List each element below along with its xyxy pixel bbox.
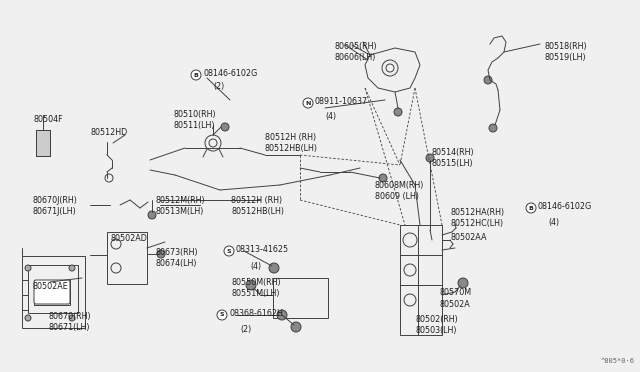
Text: 80512H (RH): 80512H (RH) (231, 196, 282, 205)
Circle shape (458, 278, 468, 288)
Circle shape (484, 76, 492, 84)
Text: 08146-6102G: 08146-6102G (538, 202, 592, 211)
Text: 80671J(LH): 80671J(LH) (32, 207, 76, 216)
Text: 08313-41625: 08313-41625 (236, 245, 289, 254)
Text: 80512HD: 80512HD (90, 128, 127, 137)
Circle shape (221, 123, 229, 131)
Text: 80513M(LH): 80513M(LH) (156, 207, 204, 216)
Text: 80674(LH): 80674(LH) (156, 259, 198, 268)
Text: 80570M: 80570M (440, 288, 472, 297)
FancyBboxPatch shape (34, 280, 70, 304)
Circle shape (25, 265, 31, 271)
Circle shape (489, 124, 497, 132)
Text: 08368-6162H: 08368-6162H (229, 309, 283, 318)
Circle shape (69, 315, 75, 321)
Text: 80502(RH): 80502(RH) (416, 315, 459, 324)
Text: 80608M(RH): 80608M(RH) (375, 181, 424, 190)
Text: 80671(LH): 80671(LH) (48, 323, 90, 332)
Text: 80502AA: 80502AA (451, 233, 488, 242)
Bar (400, 225, 442, 335)
Circle shape (394, 108, 402, 116)
Text: 80518(RH): 80518(RH) (545, 42, 588, 51)
Bar (273, 278, 328, 318)
Circle shape (224, 246, 234, 256)
Text: 80512H (RH): 80512H (RH) (265, 133, 316, 142)
Text: 80510(RH): 80510(RH) (173, 110, 216, 119)
Text: 80609 (LH): 80609 (LH) (375, 192, 419, 201)
Text: N: N (305, 100, 310, 106)
Text: (4): (4) (548, 218, 559, 227)
Circle shape (217, 310, 227, 320)
Text: 80514(RH): 80514(RH) (432, 148, 475, 157)
Bar (36, 130, 50, 156)
Text: (4): (4) (250, 262, 261, 271)
Text: 80606(LH): 80606(LH) (335, 53, 376, 62)
Bar (28, 265, 78, 313)
Bar (107, 232, 147, 284)
Text: 80512M(RH): 80512M(RH) (156, 196, 205, 205)
Text: 80502AE: 80502AE (32, 282, 68, 291)
Text: 80670J(RH): 80670J(RH) (32, 196, 77, 205)
Text: 80502A: 80502A (440, 300, 471, 309)
Circle shape (191, 70, 201, 80)
Bar (34, 280, 70, 305)
Circle shape (291, 322, 301, 332)
Text: 08146-6102G: 08146-6102G (203, 69, 257, 78)
Text: 80512HA(RH): 80512HA(RH) (451, 208, 505, 217)
Circle shape (426, 154, 434, 162)
Circle shape (269, 263, 279, 273)
Text: S: S (220, 312, 224, 317)
Circle shape (246, 280, 256, 290)
Text: B: B (193, 73, 198, 77)
Circle shape (25, 315, 31, 321)
Text: 80503(LH): 80503(LH) (416, 326, 458, 335)
Text: 80511(LH): 80511(LH) (173, 121, 214, 130)
Circle shape (157, 250, 165, 258)
Circle shape (148, 211, 156, 219)
Text: (4): (4) (325, 112, 336, 121)
Text: 80512HB(LH): 80512HB(LH) (231, 207, 284, 216)
Text: ^805*0·6: ^805*0·6 (601, 358, 635, 364)
Text: 80550M(RH): 80550M(RH) (231, 278, 280, 287)
Circle shape (277, 310, 287, 320)
Circle shape (303, 98, 313, 108)
Text: 80515(LH): 80515(LH) (432, 159, 474, 168)
Text: 08911-10637: 08911-10637 (315, 97, 368, 106)
Text: 80551M(LH): 80551M(LH) (231, 289, 280, 298)
Text: 80605(RH): 80605(RH) (335, 42, 378, 51)
Text: (2): (2) (240, 325, 252, 334)
Bar (22, 256, 85, 328)
Text: B: B (529, 205, 533, 211)
Text: S: S (227, 248, 231, 253)
Circle shape (69, 265, 75, 271)
Text: (2): (2) (213, 82, 224, 91)
Text: 80502AD: 80502AD (110, 234, 147, 243)
Circle shape (379, 174, 387, 182)
Circle shape (526, 203, 536, 213)
Text: 80512HB(LH): 80512HB(LH) (265, 144, 318, 153)
Text: 80519(LH): 80519(LH) (545, 53, 587, 62)
Text: 80670(RH): 80670(RH) (48, 312, 91, 321)
Text: 80504F: 80504F (33, 115, 63, 124)
Text: 80673(RH): 80673(RH) (156, 248, 198, 257)
Text: 80512HC(LH): 80512HC(LH) (451, 219, 504, 228)
Bar (36, 130, 50, 156)
